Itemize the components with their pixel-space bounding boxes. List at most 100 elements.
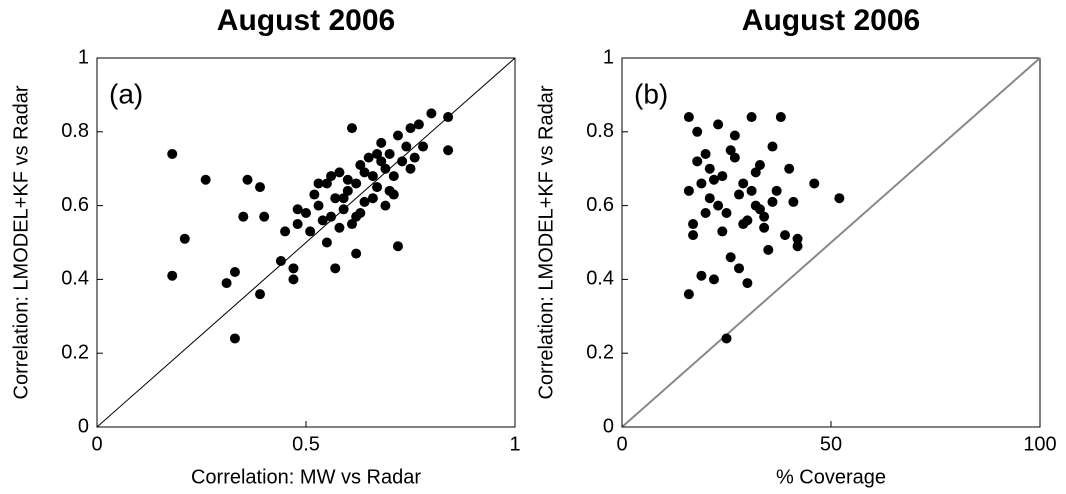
- point: [409, 152, 420, 163]
- y-tick-label: 0.6: [586, 194, 614, 216]
- point: [288, 274, 299, 285]
- point: [809, 178, 820, 189]
- point: [713, 200, 724, 211]
- point: [834, 193, 845, 204]
- x-tick-label: 100: [1023, 433, 1056, 455]
- point: [721, 207, 732, 218]
- x-axis-label: % Coverage: [776, 466, 886, 488]
- point: [717, 226, 728, 237]
- point: [292, 204, 303, 215]
- point: [372, 182, 383, 193]
- point: [683, 185, 694, 196]
- point: [784, 163, 795, 174]
- point: [405, 123, 416, 134]
- point: [330, 193, 341, 204]
- panel-label: (b): [634, 78, 668, 109]
- point: [301, 207, 311, 218]
- y-tick-label: 0: [603, 415, 614, 437]
- point: [392, 130, 403, 141]
- point: [700, 148, 711, 159]
- point: [763, 244, 774, 255]
- point: [754, 204, 765, 215]
- point: [338, 193, 349, 204]
- point: [255, 289, 266, 300]
- point: [721, 333, 732, 344]
- point: [321, 178, 332, 189]
- one-to-one-line: [621, 57, 1041, 428]
- point: [767, 196, 778, 207]
- point: [759, 211, 770, 222]
- point: [334, 222, 345, 233]
- point: [372, 148, 383, 159]
- chart-title: August 2006: [217, 4, 395, 37]
- point: [167, 270, 178, 281]
- point: [326, 171, 337, 182]
- point: [401, 141, 412, 152]
- point: [376, 137, 387, 148]
- point: [238, 211, 249, 222]
- point: [363, 152, 374, 163]
- y-tick-label: 0.8: [586, 120, 614, 142]
- point: [692, 156, 703, 167]
- point: [367, 171, 378, 182]
- point: [734, 189, 745, 200]
- y-tick-label: 0: [78, 415, 89, 437]
- point: [792, 241, 803, 252]
- point: [229, 333, 240, 344]
- point: [767, 141, 778, 152]
- x-tick-label: 1: [509, 433, 520, 455]
- point: [321, 237, 332, 248]
- point: [696, 270, 707, 281]
- point: [229, 267, 240, 278]
- point: [288, 263, 299, 274]
- point: [359, 167, 370, 178]
- point: [179, 233, 190, 244]
- point: [355, 160, 366, 171]
- point: [696, 178, 707, 189]
- point: [729, 152, 740, 163]
- y-tick-label: 0.2: [61, 341, 89, 363]
- y-tick-label: 0.6: [61, 194, 89, 216]
- point: [700, 207, 711, 218]
- x-tick-label: 0.5: [292, 433, 320, 455]
- y-tick-label: 0.8: [61, 120, 89, 142]
- point: [384, 148, 395, 159]
- point: [704, 163, 715, 174]
- y-tick-label: 1: [78, 46, 89, 68]
- y-axis-label: Correlation: LMODEL+KF vs Radar: [535, 85, 557, 399]
- point: [713, 119, 724, 130]
- point: [443, 112, 454, 123]
- point: [338, 204, 349, 215]
- point: [351, 248, 362, 259]
- point: [729, 130, 740, 141]
- point: [754, 160, 765, 171]
- point: [746, 185, 757, 196]
- point: [725, 252, 736, 263]
- y-tick-label: 1: [603, 46, 614, 68]
- point: [376, 156, 387, 167]
- point: [771, 185, 782, 196]
- point: [759, 222, 770, 233]
- y-axis-label: Correlation: LMODEL+KF vs Radar: [10, 85, 32, 399]
- x-axis-label: Correlation: MW vs Radar: [191, 466, 421, 488]
- point: [418, 141, 429, 152]
- point: [780, 230, 791, 241]
- point: [351, 178, 362, 189]
- point: [775, 112, 786, 123]
- point: [330, 263, 341, 274]
- point: [443, 145, 454, 156]
- point: [792, 233, 803, 244]
- point: [221, 278, 232, 289]
- point: [683, 289, 694, 300]
- y-tick-label: 0.4: [61, 268, 89, 290]
- x-tick-label: 0: [91, 433, 102, 455]
- point: [275, 255, 286, 266]
- point: [317, 215, 328, 226]
- point: [280, 226, 291, 237]
- point: [242, 174, 253, 185]
- point: [313, 200, 324, 211]
- chart-title: August 2006: [742, 4, 920, 37]
- point: [397, 156, 408, 167]
- point: [380, 200, 391, 211]
- point: [708, 274, 719, 285]
